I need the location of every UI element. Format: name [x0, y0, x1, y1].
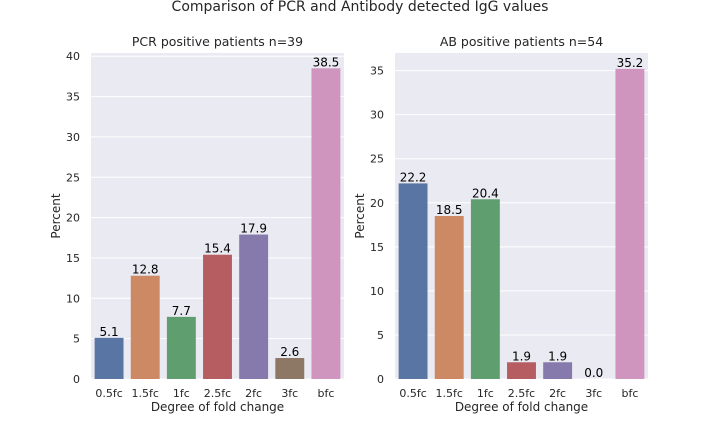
bar: [130, 275, 160, 379]
bar-value-label: 1.9: [512, 349, 531, 363]
x-tick-label: 1.5fc: [436, 387, 463, 400]
bar-value-label: 22.2: [400, 170, 427, 184]
bar: [239, 234, 269, 379]
bar-value-labels: 5.1 12.8 7.7 15.4 17.9 2.6 38.5: [100, 55, 340, 359]
bars: [94, 68, 341, 380]
left-chart-pcr: 5.1 12.8 7.7 15.4 17.9 2.6 38.5 0 5 10 15 20 25 30 35…: [49, 34, 344, 414]
x-tick-label: 2fc: [549, 387, 566, 400]
x-tick-label: 1fc: [173, 387, 190, 400]
chart-title: PCR positive patients n=39: [132, 34, 303, 49]
figure-title: Comparison of PCR and Antibody detected …: [172, 0, 549, 15]
bar-value-labels: 22.2 18.5 20.4 1.9 1.9 0.0 35.2: [400, 56, 644, 380]
x-axis-label: Degree of fold change: [455, 400, 588, 414]
bar: [507, 362, 536, 379]
bar: [275, 358, 305, 379]
bar-value-label: 7.7: [172, 304, 191, 318]
y-tick-label: 30: [66, 131, 80, 144]
plot-area-background: [395, 53, 648, 379]
x-tick-labels: 0.5fc 1.5fc 1fc 2.5fc 2fc 3fc bfc: [95, 387, 334, 400]
x-tick-label: 2.5fc: [508, 387, 535, 400]
right-chart-antibody: 22.2 18.5 20.4 1.9 1.9 0.0 35.2 0 5 10 15 20 25 30 35…: [353, 34, 648, 414]
bar-value-label: 35.2: [617, 56, 644, 70]
bars: [398, 68, 645, 379]
y-tick-label: 0: [377, 373, 384, 386]
y-tick-label: 25: [66, 171, 80, 184]
x-tick-label: 2.5fc: [204, 387, 231, 400]
y-axis-label: Percent: [353, 193, 367, 238]
y-tick-labels: 0 5 10 15 20 25 30 35: [370, 65, 384, 386]
bar: [615, 68, 645, 379]
bar-value-label: 1.9: [548, 349, 567, 363]
x-axis-label: Degree of fold change: [151, 400, 284, 414]
bar: [543, 362, 573, 379]
y-tick-label: 15: [370, 241, 384, 254]
bar: [434, 216, 464, 379]
y-tick-label: 20: [370, 197, 384, 210]
x-tick-label: 3fc: [585, 387, 602, 400]
x-tick-label: bfc: [621, 387, 638, 400]
chart-title: AB positive patients n=54: [440, 34, 603, 49]
bar: [166, 316, 196, 379]
bar-value-label: 2.6: [280, 345, 299, 359]
y-axis-label: Percent: [49, 193, 63, 238]
y-tick-label: 0: [73, 373, 80, 386]
x-tick-label: 2fc: [245, 387, 262, 400]
x-tick-labels: 0.5fc 1.5fc 1fc 2.5fc 2fc 3fc bfc: [399, 387, 638, 400]
x-tick-label: 1fc: [477, 387, 494, 400]
bar: [398, 183, 428, 379]
bar-value-label: 0.0: [584, 366, 603, 380]
bar-value-label: 15.4: [204, 242, 231, 256]
bar: [470, 199, 500, 379]
bar-value-label: 20.4: [472, 186, 499, 200]
y-tick-label: 40: [66, 50, 80, 63]
bar-value-label: 38.5: [313, 55, 340, 69]
bar-value-label: 5.1: [100, 325, 119, 339]
x-tick-label: bfc: [317, 387, 334, 400]
y-tick-label: 10: [66, 292, 80, 305]
bar-value-label: 17.9: [240, 222, 267, 236]
y-tick-label: 35: [370, 65, 384, 78]
bar-value-label: 12.8: [132, 263, 159, 277]
y-tick-label: 30: [370, 109, 384, 122]
bar: [203, 254, 232, 379]
x-tick-label: 3fc: [281, 387, 298, 400]
x-tick-label: 0.5fc: [95, 387, 122, 400]
y-tick-label: 15: [66, 252, 80, 265]
bar: [94, 337, 124, 379]
y-tick-label: 10: [370, 285, 384, 298]
y-tick-label: 25: [370, 153, 384, 166]
x-tick-label: 0.5fc: [399, 387, 426, 400]
bar-value-label: 18.5: [436, 203, 463, 217]
y-tick-label: 5: [73, 333, 80, 346]
y-tick-label: 5: [377, 329, 384, 342]
bar: [311, 68, 341, 380]
y-tick-label: 35: [66, 91, 80, 104]
y-tick-label: 20: [66, 212, 80, 225]
x-tick-label: 1.5fc: [132, 387, 159, 400]
y-tick-labels: 0 5 10 15 20 25 30 35 40: [66, 50, 80, 386]
